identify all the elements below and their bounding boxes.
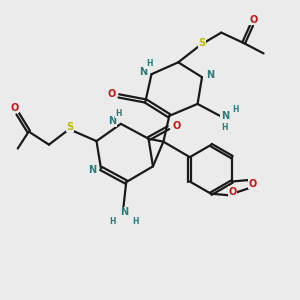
Text: N: N (221, 111, 229, 122)
Text: S: S (199, 38, 206, 48)
Text: N: N (139, 67, 147, 77)
Text: H: H (146, 59, 152, 68)
Text: N: N (206, 70, 214, 80)
Text: H: H (232, 105, 239, 114)
Text: N: N (109, 116, 117, 127)
Text: N: N (120, 207, 128, 218)
Text: O: O (249, 15, 257, 25)
Text: O: O (107, 89, 116, 99)
Text: H: H (110, 217, 116, 226)
Text: H: H (132, 217, 138, 226)
Text: O: O (172, 121, 181, 131)
Text: H: H (221, 123, 228, 132)
Text: O: O (228, 187, 236, 196)
Text: S: S (66, 122, 73, 132)
Text: N: N (88, 165, 97, 175)
Text: H: H (115, 109, 122, 118)
Text: O: O (10, 103, 18, 113)
Text: O: O (248, 178, 257, 189)
